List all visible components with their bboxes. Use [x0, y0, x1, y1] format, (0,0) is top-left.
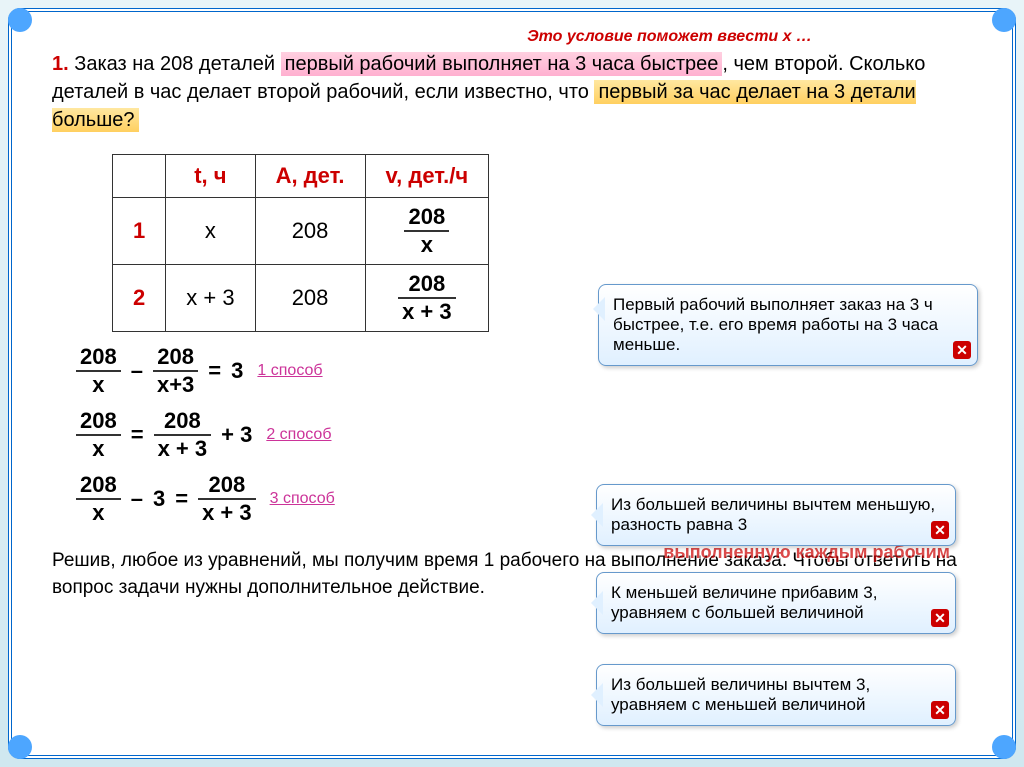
callout-4: Из большей величины вычтем 3, уравняем с… — [596, 664, 956, 726]
problem-t1: Заказ на 208 деталей — [69, 53, 281, 75]
cell-1-t: x — [166, 198, 255, 265]
close-icon[interactable]: ✕ — [931, 521, 949, 539]
method-1-link[interactable]: 1 способ — [257, 362, 322, 380]
col-amount: А, дет. — [255, 155, 365, 198]
close-icon[interactable]: ✕ — [953, 341, 971, 359]
row-2: 2 — [113, 265, 166, 332]
cell-1-v: 208x — [365, 198, 489, 265]
data-table: t, чА, дет.v, дет./ч 1 x 208 208x 2 x + … — [112, 154, 489, 332]
callout-3: К меньшей величине прибавим 3, уравняем … — [596, 572, 956, 634]
callout-1: Первый рабочий выполняет заказ на 3 ч бы… — [598, 284, 978, 366]
col-rate: v, дет./ч — [365, 155, 489, 198]
cell-2-t: x + 3 — [166, 265, 255, 332]
equation-2: 208x = 208x + 3 + 3 2 способ — [76, 410, 972, 460]
close-icon[interactable]: ✕ — [931, 609, 949, 627]
cell-1-a: 208 — [255, 198, 365, 265]
callout-2: Из большей величины вычтем меньшую, разн… — [596, 484, 956, 546]
method-3-link[interactable]: 3 способ — [270, 490, 335, 508]
hint-text: Это условие поможет ввести x … — [527, 28, 812, 46]
cell-2-v: 208x + 3 — [365, 265, 489, 332]
problem-text: 1. Заказ на 208 деталей первый рабочий в… — [12, 12, 1012, 142]
method-2-link[interactable]: 2 способ — [266, 426, 331, 444]
row-1: 1 — [113, 198, 166, 265]
highlight-1: первый рабочий выполняет на 3 часа быстр… — [281, 52, 723, 76]
close-icon[interactable]: ✕ — [931, 701, 949, 719]
cell-2-a: 208 — [255, 265, 365, 332]
problem-number: 1. — [52, 53, 69, 75]
col-time: t, ч — [166, 155, 255, 198]
